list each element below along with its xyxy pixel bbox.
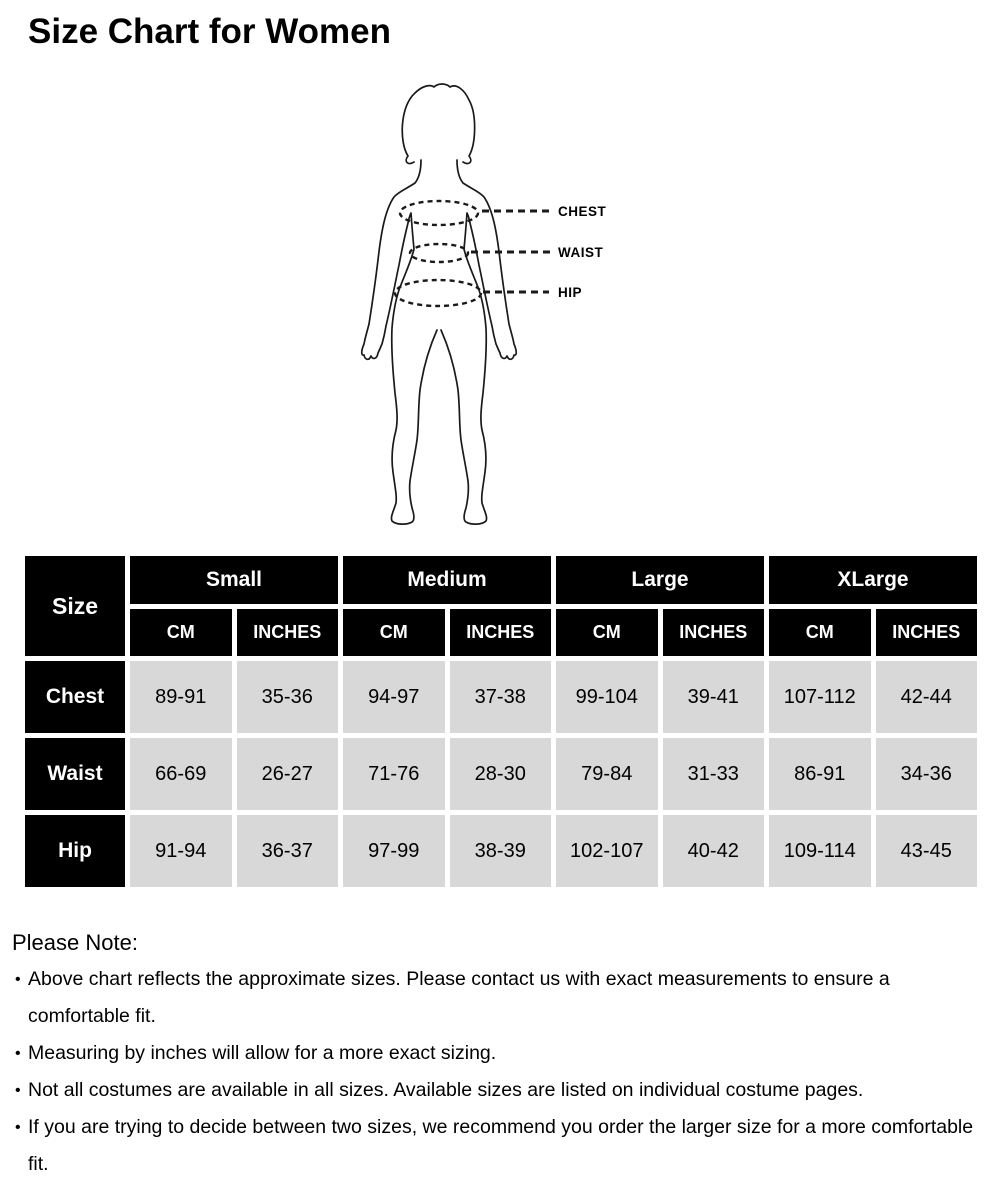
hip-small-inches: 36-37	[236, 815, 338, 887]
row-label-chest: Chest	[25, 661, 125, 733]
waist-medium-inches: 28-30	[449, 738, 551, 810]
hip-large-cm: 102-107	[556, 815, 658, 887]
hip-label: HIP	[558, 285, 582, 300]
page-title: Size Chart for Women	[28, 12, 392, 51]
waist-medium-cm: 71-76	[343, 738, 445, 810]
unit-header-inches: INCHES	[236, 609, 338, 656]
size-chart-table: Size Small Medium Large XLarge CM INCHES…	[20, 551, 982, 892]
unit-header-inches: INCHES	[875, 609, 977, 656]
body-measurement-diagram: CHEST WAIST HIP	[0, 78, 1000, 548]
group-header-medium: Medium	[343, 556, 551, 604]
chest-label: CHEST	[558, 204, 607, 219]
chest-small-inches: 35-36	[236, 661, 338, 733]
waist-large-inches: 31-33	[662, 738, 764, 810]
row-label-waist: Waist	[25, 738, 125, 810]
unit-header-cm: CM	[769, 609, 871, 656]
chest-large-inches: 39-41	[662, 661, 764, 733]
waist-label: WAIST	[558, 245, 604, 260]
group-header-large: Large	[556, 556, 764, 604]
bullet-icon: •	[15, 971, 21, 988]
hip-medium-inches: 38-39	[449, 815, 551, 887]
unit-header-cm: CM	[130, 609, 232, 656]
bullet-icon: •	[15, 1119, 21, 1136]
note-text: Measuring by inches will allow for a mor…	[28, 1042, 497, 1064]
hip-ellipse	[393, 278, 483, 308]
note-item: • Above chart reflects the approximate s…	[12, 961, 980, 1035]
hip-medium-cm: 97-99	[343, 815, 445, 887]
chest-medium-inches: 37-38	[449, 661, 551, 733]
waist-ellipse	[408, 242, 470, 264]
hip-xlarge-cm: 109-114	[769, 815, 871, 887]
hip-xlarge-inches: 43-45	[875, 815, 977, 887]
waist-large-cm: 79-84	[556, 738, 658, 810]
note-item: • Measuring by inches will allow for a m…	[12, 1035, 980, 1072]
unit-header-cm: CM	[343, 609, 445, 656]
table-row-waist: Waist 66-69 26-27 71-76 28-30 79-84 31-3…	[25, 738, 977, 810]
waist-small-cm: 66-69	[130, 738, 232, 810]
chest-small-cm: 89-91	[130, 661, 232, 733]
waist-small-inches: 26-27	[236, 738, 338, 810]
unit-header-inches: INCHES	[449, 609, 551, 656]
note-text: Above chart reflects the approximate siz…	[28, 968, 890, 1027]
chest-ellipse	[398, 199, 480, 227]
table-unit-header-row: CM INCHES CM INCHES CM INCHES CM INCHES	[25, 609, 977, 656]
table-group-header-row: Size Small Medium Large XLarge	[25, 556, 977, 656]
body-outline	[360, 159, 438, 525]
unit-header-cm: CM	[556, 609, 658, 656]
note-item: • If you are trying to decide between tw…	[12, 1109, 980, 1183]
table-row-chest: Chest 89-91 35-36 94-97 37-38 99-104 39-…	[25, 661, 977, 733]
unit-header-inches: INCHES	[662, 609, 764, 656]
table-row-hip: Hip 91-94 36-37 97-99 38-39 102-107 40-4…	[25, 815, 977, 887]
chest-xlarge-inches: 42-44	[875, 661, 977, 733]
notes-heading: Please Note:	[12, 930, 138, 955]
group-header-xlarge: XLarge	[769, 556, 977, 604]
bullet-icon: •	[15, 1082, 21, 1099]
waist-xlarge-cm: 86-91	[769, 738, 871, 810]
chest-medium-cm: 94-97	[343, 661, 445, 733]
group-header-small: Small	[130, 556, 338, 604]
note-text: If you are trying to decide between two …	[28, 1116, 974, 1175]
head-outline	[401, 83, 476, 165]
hip-large-inches: 40-42	[662, 815, 764, 887]
notes-section: Please Note: • Above chart reflects the …	[12, 924, 980, 1183]
chest-xlarge-cm: 107-112	[769, 661, 871, 733]
body-diagram-svg: CHEST WAIST HIP	[360, 83, 607, 525]
bullet-icon: •	[15, 1045, 21, 1062]
note-item: • Not all costumes are available in all …	[12, 1072, 980, 1109]
note-text: Not all costumes are available in all si…	[28, 1079, 864, 1101]
size-corner-cell: Size	[25, 556, 125, 656]
hip-small-cm: 91-94	[130, 815, 232, 887]
row-label-hip: Hip	[25, 815, 125, 887]
chest-large-cm: 99-104	[556, 661, 658, 733]
waist-xlarge-inches: 34-36	[875, 738, 977, 810]
